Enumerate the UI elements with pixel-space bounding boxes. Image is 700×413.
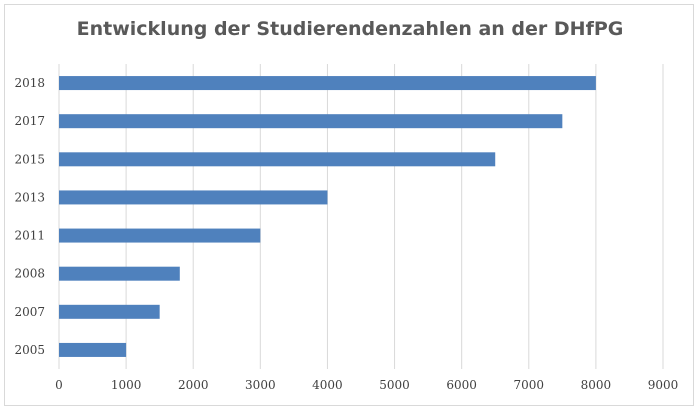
bar-2005 xyxy=(59,342,127,357)
category-label: 2008 xyxy=(14,267,45,281)
bar-2011 xyxy=(59,228,261,243)
category-label: 2017 xyxy=(14,114,45,128)
x-tick-label: 2000 xyxy=(178,378,209,392)
x-tick-labels: 0 1000 2000 3000 4000 5000 6000 7000 8000 9000 xyxy=(55,378,678,392)
chart-frame xyxy=(4,4,694,406)
x-tick-label: 8000 xyxy=(581,378,612,392)
bar-2017 xyxy=(59,114,563,129)
x-tick-label: 0 xyxy=(55,378,63,392)
x-tick-label: 4000 xyxy=(312,378,343,392)
x-tick-label: 5000 xyxy=(379,378,410,392)
x-tick-label: 9000 xyxy=(648,378,679,392)
bar-2013 xyxy=(59,190,328,205)
category-labels: 2018 2017 2015 2013 2011 2008 2007 2005 xyxy=(14,76,45,357)
chart-title: Entwicklung der Studierendenzahlen an de… xyxy=(76,18,624,40)
bar-2015 xyxy=(59,152,496,167)
category-label: 2011 xyxy=(14,229,45,243)
bar-2018 xyxy=(59,76,596,91)
gridlines xyxy=(58,64,664,369)
category-label: 2013 xyxy=(14,190,45,204)
x-tick-label: 6000 xyxy=(446,378,477,392)
x-tick-label: 1000 xyxy=(111,378,142,392)
category-label: 2015 xyxy=(14,152,45,166)
x-tick-label: 3000 xyxy=(245,378,276,392)
category-label: 2018 xyxy=(14,76,45,90)
bars xyxy=(59,76,596,357)
category-label: 2007 xyxy=(14,305,45,319)
bar-2007 xyxy=(59,304,160,319)
category-label: 2005 xyxy=(14,343,45,357)
bar-2008 xyxy=(59,266,180,281)
x-tick-label: 7000 xyxy=(514,378,545,392)
